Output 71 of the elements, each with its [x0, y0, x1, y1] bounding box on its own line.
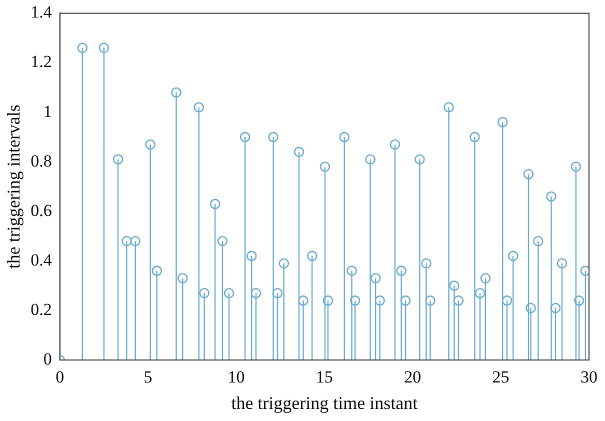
x-tick-label: 30	[580, 368, 598, 387]
point	[400, 295, 411, 306]
point	[470, 132, 480, 142]
point	[294, 146, 304, 158]
point	[546, 191, 556, 202]
y-axis-title: the triggering intervals	[4, 104, 24, 269]
point	[240, 132, 250, 142]
point	[523, 169, 534, 180]
point	[350, 295, 360, 306]
point	[199, 288, 210, 298]
point	[346, 266, 357, 276]
point	[306, 250, 318, 262]
point	[272, 288, 283, 298]
point	[298, 295, 308, 306]
point	[474, 288, 486, 298]
y-tick-label: 0.2	[30, 300, 52, 319]
point	[322, 295, 334, 306]
point	[453, 295, 464, 306]
point	[130, 236, 140, 246]
x-axis-title: the triggering time instant	[231, 392, 418, 413]
point	[449, 280, 460, 291]
point	[77, 42, 88, 54]
x-tick-label: 10	[228, 368, 245, 387]
point	[246, 250, 257, 262]
point	[250, 288, 262, 298]
point	[526, 302, 536, 314]
point	[171, 87, 182, 98]
y-tick-label: 0	[43, 349, 52, 368]
point	[365, 154, 376, 164]
x-tick-label: 5	[144, 368, 152, 387]
point	[390, 139, 400, 150]
point	[320, 162, 330, 172]
y-tick-label: 0.6	[30, 200, 52, 220]
point	[556, 258, 568, 269]
point	[268, 132, 278, 142]
point	[425, 295, 436, 306]
point	[396, 266, 406, 276]
x-tick-label: 15	[316, 368, 333, 387]
y-tick-label: 1.2	[30, 52, 52, 72]
point	[194, 102, 204, 112]
x-tick-label: 0	[56, 368, 64, 387]
x-tick-label: 25	[492, 368, 510, 387]
point	[98, 42, 110, 54]
point	[145, 139, 156, 150]
point	[502, 295, 512, 306]
y-tick-label: 1	[43, 102, 52, 121]
point	[570, 162, 582, 172]
point	[217, 236, 228, 246]
y-tick-label: 0.4	[30, 250, 52, 270]
point	[508, 250, 518, 262]
point	[533, 236, 544, 246]
point	[152, 266, 162, 276]
point	[122, 236, 132, 246]
x-tick-label: 20	[404, 368, 422, 387]
point	[278, 258, 290, 269]
point	[112, 154, 124, 164]
point	[339, 132, 350, 142]
y-tick-label: 0.8	[30, 151, 52, 170]
point	[421, 258, 432, 269]
point	[224, 288, 234, 298]
point	[177, 273, 188, 284]
point	[550, 302, 561, 314]
y-tick-label: 1.4	[30, 2, 52, 22]
point	[574, 295, 584, 306]
point	[370, 273, 381, 284]
point	[374, 295, 385, 306]
point	[497, 117, 508, 128]
point	[414, 154, 425, 164]
point	[444, 102, 454, 112]
point	[480, 273, 491, 284]
point	[210, 198, 220, 210]
